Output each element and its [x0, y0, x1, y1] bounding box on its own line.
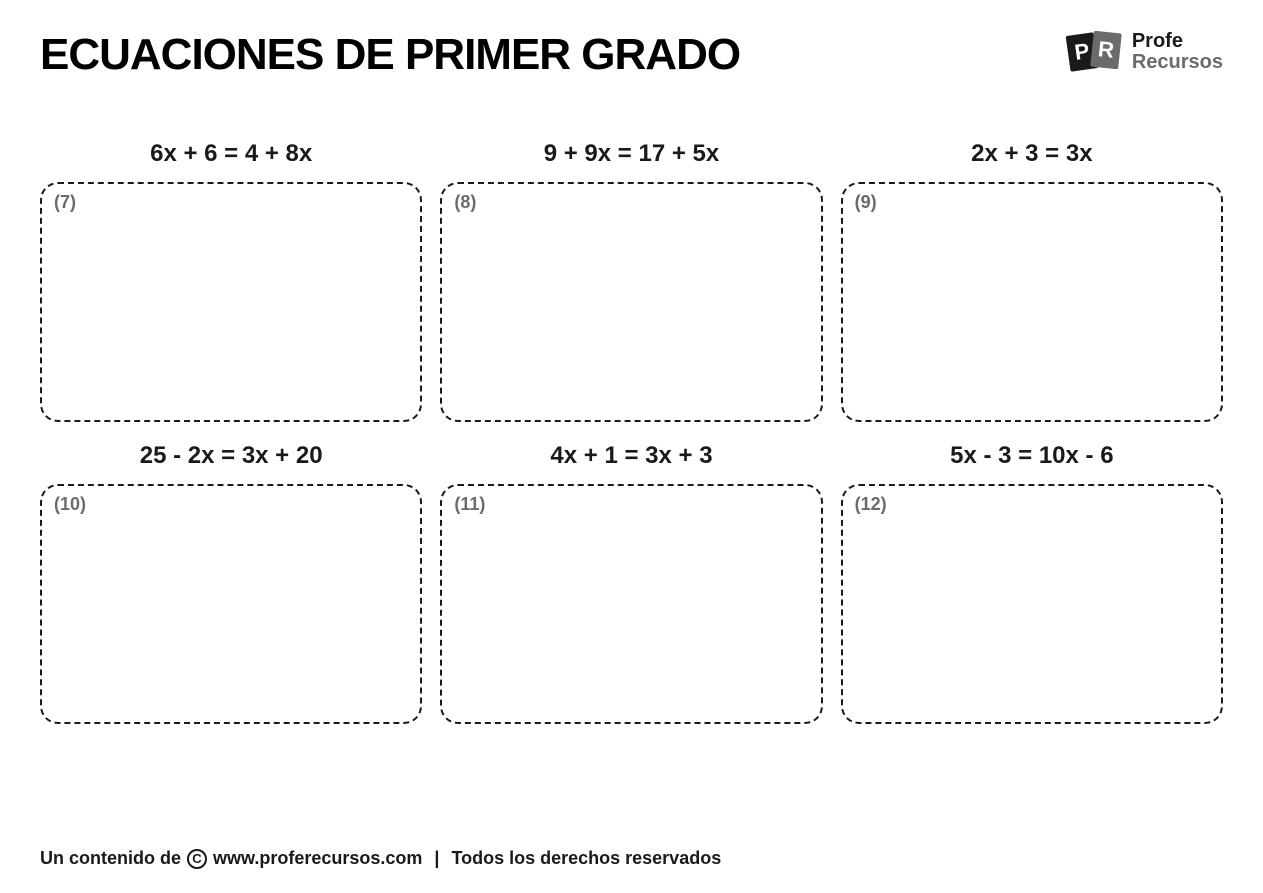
answer-box: (7): [40, 182, 422, 422]
answer-box: (10): [40, 484, 422, 724]
answer-box: (11): [440, 484, 822, 724]
problem-number: (12): [855, 494, 887, 515]
worksheet-footer: Un contenido de C www.proferecursos.com …: [40, 848, 1223, 869]
logo-text-line2: Recursos: [1132, 52, 1223, 73]
equation-text: 9 + 9x = 17 + 5x: [440, 140, 822, 168]
copyright-icon: C: [187, 849, 207, 869]
problem-cell: 6x + 6 = 4 + 8x (7): [40, 140, 422, 422]
logo-text-line1: Profe: [1132, 31, 1223, 52]
logo-badge: P R: [1068, 30, 1124, 74]
answer-box: (9): [841, 182, 1223, 422]
equation-text: 2x + 3 = 3x: [841, 140, 1223, 168]
footer-separator: |: [434, 848, 439, 869]
problem-cell: 2x + 3 = 3x (9): [841, 140, 1223, 422]
footer-prefix: Un contenido de: [40, 848, 181, 869]
problem-number: (7): [54, 192, 76, 213]
problem-cell: 25 - 2x = 3x + 20 (10): [40, 442, 422, 724]
equation-text: 5x - 3 = 10x - 6: [841, 442, 1223, 470]
equation-text: 6x + 6 = 4 + 8x: [40, 140, 422, 168]
footer-rights: Todos los derechos reservados: [451, 848, 721, 869]
equation-text: 25 - 2x = 3x + 20: [40, 442, 422, 470]
page-title: ECUACIONES DE PRIMER GRADO: [40, 30, 740, 80]
brand-logo: P R Profe Recursos: [1068, 30, 1223, 74]
problem-number: (8): [454, 192, 476, 213]
problem-cell: 4x + 1 = 3x + 3 (11): [440, 442, 822, 724]
footer-site: www.proferecursos.com: [213, 848, 422, 869]
problem-cell: 5x - 3 = 10x - 6 (12): [841, 442, 1223, 724]
problem-number: (10): [54, 494, 86, 515]
equation-text: 4x + 1 = 3x + 3: [440, 442, 822, 470]
problem-cell: 9 + 9x = 17 + 5x (8): [440, 140, 822, 422]
worksheet-header: ECUACIONES DE PRIMER GRADO P R Profe Rec…: [40, 30, 1223, 80]
problems-grid: 6x + 6 = 4 + 8x (7) 9 + 9x = 17 + 5x (8)…: [40, 140, 1223, 724]
logo-letter-r: R: [1090, 31, 1122, 70]
answer-box: (8): [440, 182, 822, 422]
problem-number: (9): [855, 192, 877, 213]
problem-number: (11): [454, 494, 485, 515]
logo-text: Profe Recursos: [1132, 31, 1223, 73]
answer-box: (12): [841, 484, 1223, 724]
